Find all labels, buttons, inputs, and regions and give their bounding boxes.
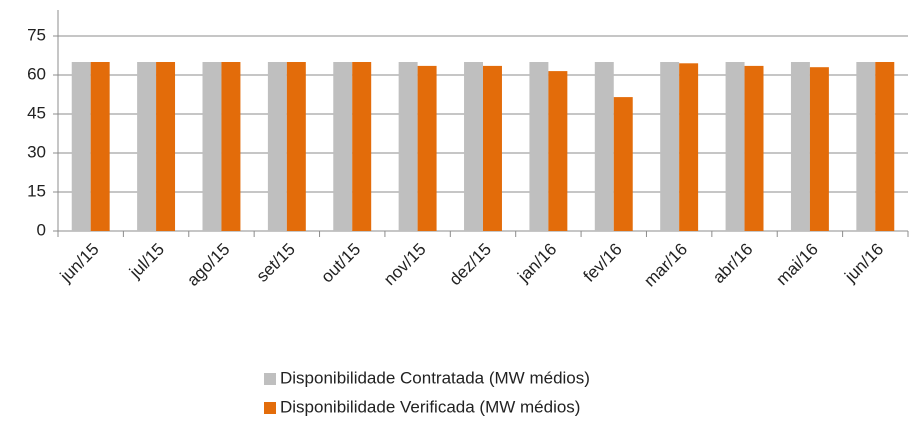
x-tick-label: mar/16: [640, 240, 691, 291]
x-tick-label: fev/16: [580, 240, 626, 286]
bar: [809, 67, 829, 231]
bar: [594, 62, 614, 231]
bar: [790, 62, 810, 231]
bar: [856, 62, 876, 231]
bar: [137, 62, 157, 231]
x-tick-label: ago/15: [183, 240, 233, 290]
y-tick-label: 60: [27, 64, 46, 83]
x-tick-label: mai/16: [772, 240, 822, 290]
bar: [221, 62, 241, 231]
bar: [286, 62, 306, 231]
legend-swatch: [264, 402, 276, 414]
y-tick-label: 0: [37, 220, 46, 239]
x-tick-label: set/15: [253, 240, 299, 286]
bar: [875, 62, 895, 231]
y-tick-label: 30: [27, 142, 46, 161]
bar: [267, 62, 287, 231]
x-tick-label: nov/15: [380, 240, 430, 290]
bar: [464, 62, 483, 231]
x-tick-label: jul/15: [125, 240, 168, 283]
bar: [71, 62, 91, 231]
legend-label: Disponibilidade Contratada (MW médios): [280, 368, 590, 387]
bar: [548, 71, 568, 231]
x-tick-label: abr/16: [709, 240, 757, 288]
bar: [202, 62, 222, 231]
bar: [333, 62, 353, 231]
bar: [660, 62, 680, 231]
bar: [90, 62, 110, 231]
y-tick-label: 45: [27, 103, 46, 122]
bar: [398, 62, 418, 231]
x-tick-label: jun/16: [840, 240, 887, 287]
x-tick-label: out/15: [317, 240, 364, 287]
legend-label: Disponibilidade Verificada (MW médios): [280, 397, 580, 416]
bar: [613, 97, 633, 231]
y-tick-label: 75: [27, 25, 46, 44]
bar: [156, 62, 176, 231]
bar: [417, 65, 437, 232]
bar: [679, 63, 699, 231]
bar: [352, 62, 372, 231]
x-tick-label: jun/15: [56, 240, 103, 287]
bar: [725, 62, 745, 231]
x-tick-label: jan/16: [513, 240, 560, 287]
bar: [529, 62, 549, 231]
y-tick-label: 15: [27, 181, 46, 200]
x-tick-label: dez/15: [445, 240, 495, 290]
bar: [744, 65, 764, 232]
legend-swatch: [264, 373, 276, 385]
bar: [483, 65, 502, 232]
